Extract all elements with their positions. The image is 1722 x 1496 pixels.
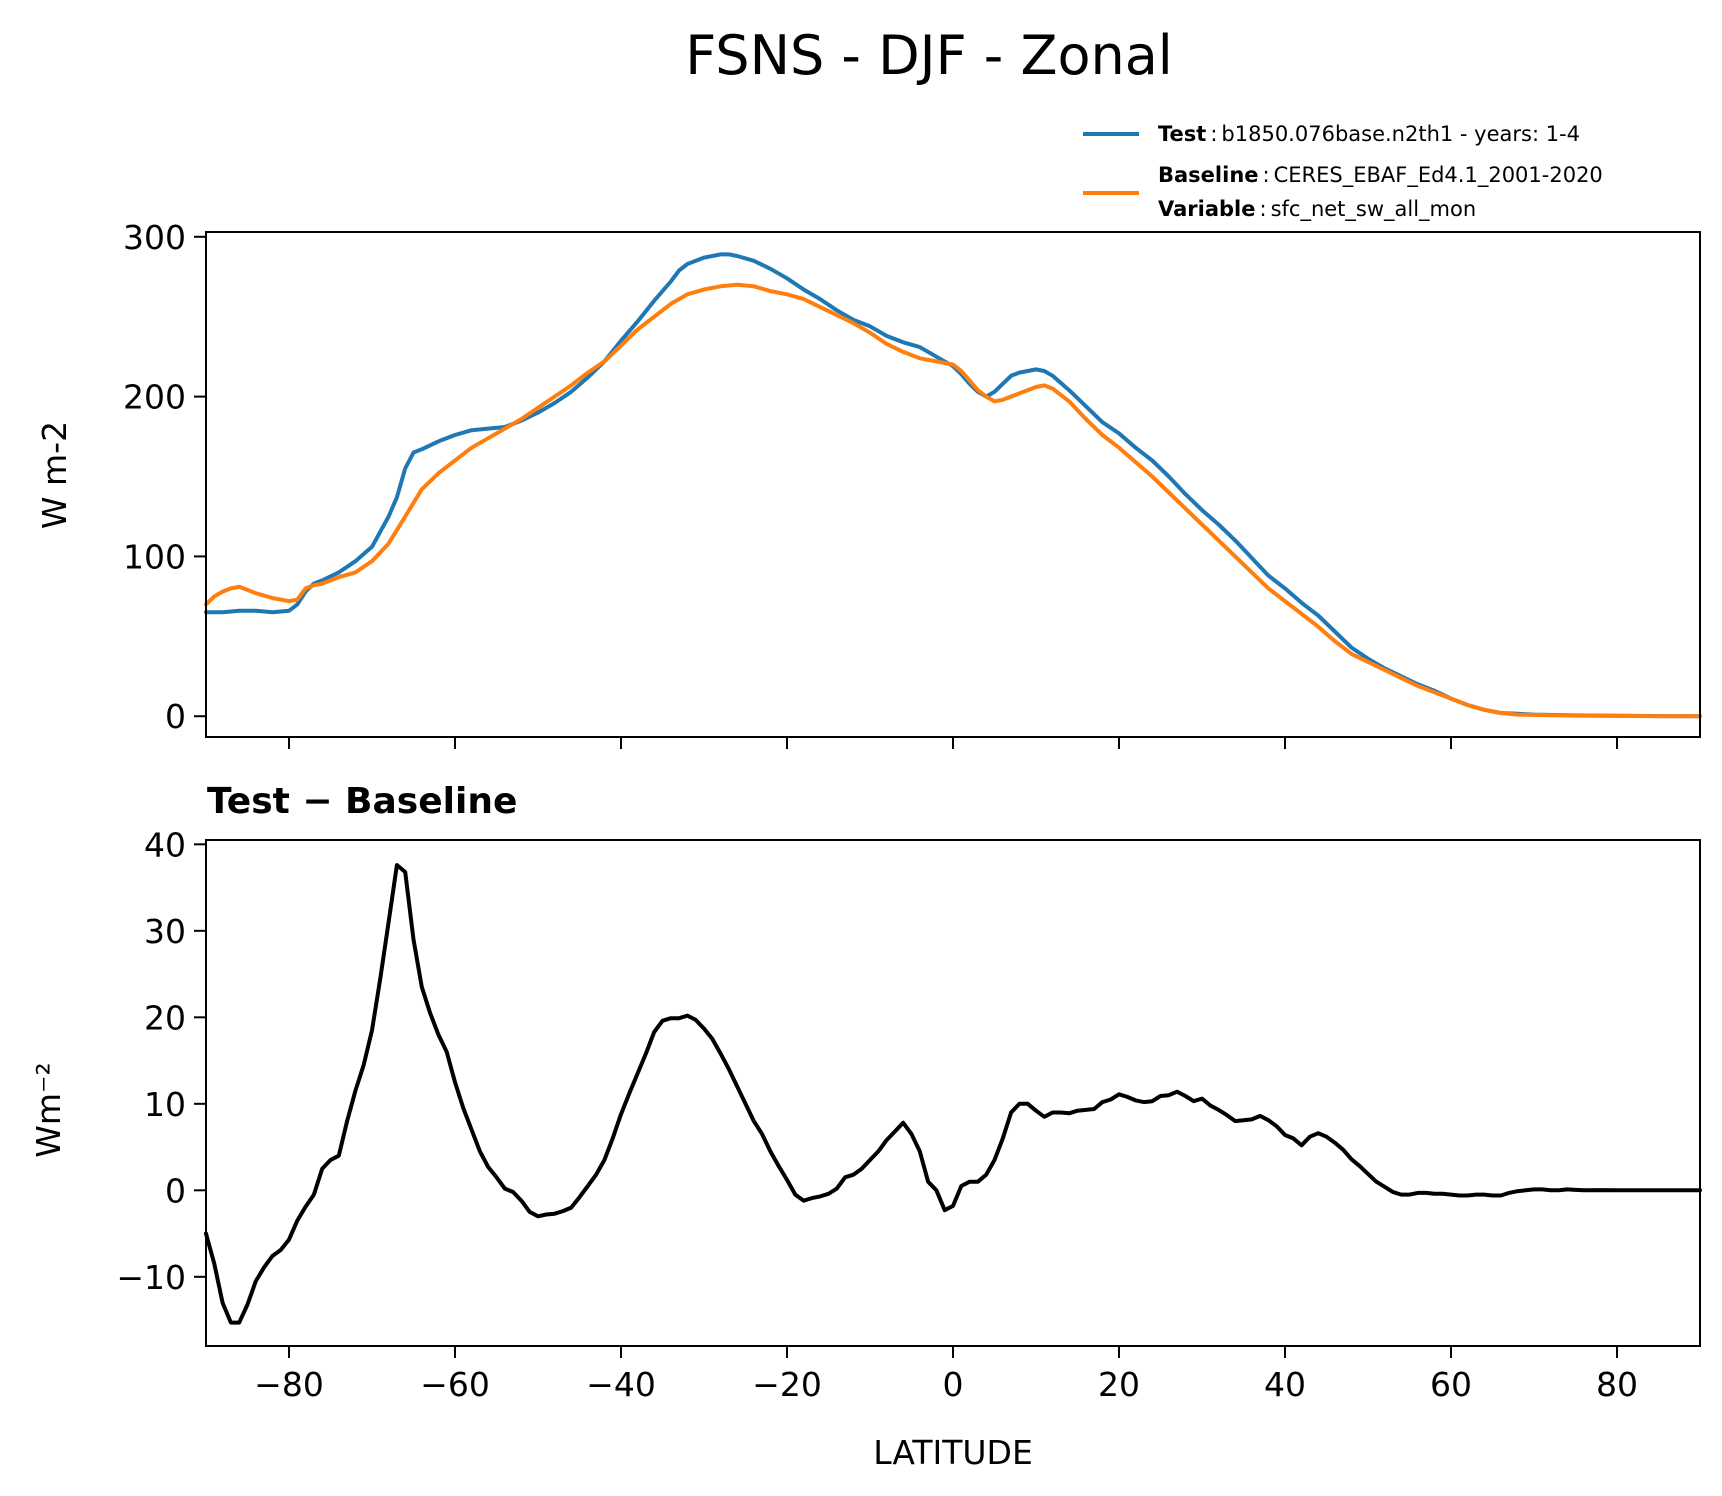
- lower-x-tick-label: 20: [1098, 1365, 1140, 1404]
- lower-x-tick-label: −60: [420, 1365, 490, 1404]
- x-axis-label: LATITUDE: [873, 1433, 1033, 1472]
- upper-ylabel: W m-2: [35, 421, 74, 529]
- legend-text-variable: sfc_net_sw_all_mon: [1271, 197, 1477, 222]
- legend-key-baseline: Baseline: [1158, 163, 1259, 187]
- upper-y-tick-label: 100: [123, 537, 186, 576]
- lower-axes-frame: [205, 839, 1701, 1347]
- lower-panel: Test − Baseline −80 −60 −40 −20 0 20 40 60 80 −10…: [29, 781, 1702, 1472]
- lower-series-group: [204, 863, 1702, 1325]
- legend-entry-test: Test: b1850.076base.n2th1 - years: 1-4: [1158, 122, 1580, 146]
- legend-key-test: Test: [1158, 122, 1206, 146]
- lower-y-tick-label: 20: [144, 998, 186, 1037]
- upper-y-tick-label: 200: [123, 378, 186, 417]
- legend-entry-baseline: Baseline: CERES_EBAF_Ed4.1_2001-2020: [1158, 163, 1603, 188]
- lower-x-tick-label: 60: [1430, 1365, 1472, 1404]
- lower-y-tick-label: 40: [144, 825, 186, 864]
- lower-panel-title: Test − Baseline: [207, 781, 517, 822]
- legend-sep-test: :: [1210, 122, 1217, 146]
- upper-ticks-group: 0 100 200 300: [123, 218, 1618, 749]
- lower-y-tick-label: 0: [165, 1171, 186, 1210]
- legend-entry-variable: Variable: sfc_net_sw_all_mon: [1158, 197, 1476, 222]
- legend-key-variable: Variable: [1158, 197, 1255, 221]
- upper-series-group: [204, 252, 1702, 719]
- legend-sep-baseline: :: [1263, 163, 1270, 187]
- legend-text-baseline: CERES_EBAF_Ed4.1_2001-2020: [1274, 163, 1603, 188]
- lower-x-tick-label: 80: [1596, 1365, 1638, 1404]
- lower-ticks-group: −80 −60 −40 −20 0 20 40 60 80 −10 0 10 20 30 40: [116, 825, 1638, 1404]
- lower-y-tick-label: 10: [144, 1085, 186, 1124]
- lower-x-tick-label: 0: [943, 1365, 964, 1404]
- lower-y-tick-label: 30: [144, 912, 186, 951]
- lower-ylabel: Wm⁻²: [29, 1062, 68, 1157]
- upper-series-line-baseline: [204, 282, 1702, 719]
- upper-series-line-test: [204, 252, 1702, 719]
- upper-panel: 0 100 200 300 W m-2: [35, 218, 1702, 749]
- legend-text-test: b1850.076base.n2th1 - years: 1-4: [1221, 122, 1580, 146]
- upper-y-tick-label: 0: [165, 697, 186, 736]
- lower-x-tick-label: 40: [1264, 1365, 1306, 1404]
- lower-x-tick-label: −20: [752, 1365, 822, 1404]
- legend: Test: b1850.076base.n2th1 - years: 1-4 Ba…: [1083, 122, 1603, 222]
- figure-title: FSNS - DJF - Zonal: [685, 24, 1173, 87]
- lower-x-tick-label: −40: [586, 1365, 656, 1404]
- lower-y-tick-label: −10: [116, 1258, 186, 1297]
- legend-sep-variable: :: [1259, 197, 1266, 221]
- lower-series-line-test-baseline: [204, 863, 1702, 1325]
- lower-x-tick-label: −80: [254, 1365, 324, 1404]
- upper-axes-frame: [205, 231, 1701, 738]
- upper-y-tick-label: 300: [123, 218, 186, 257]
